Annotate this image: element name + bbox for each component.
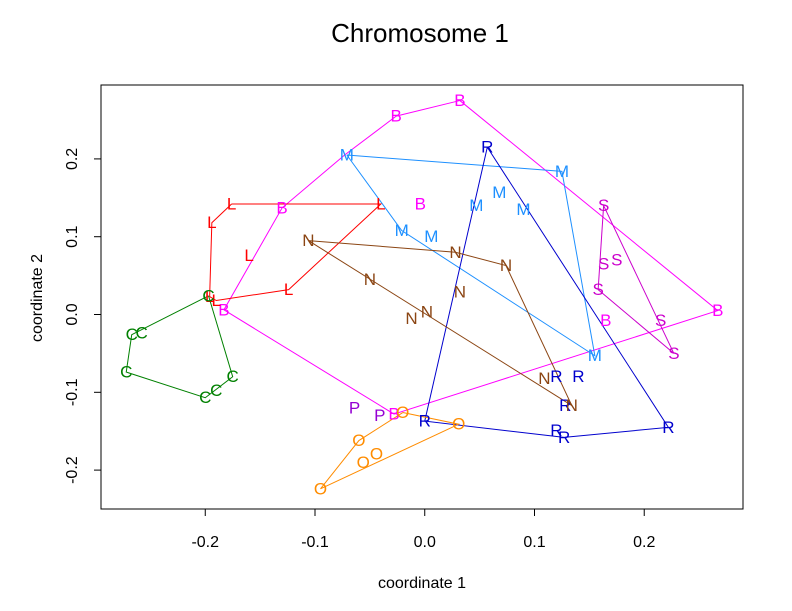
hull-line-r <box>424 146 670 438</box>
point-n: N <box>566 396 578 415</box>
point-n: N <box>449 243 461 262</box>
hull-line-o <box>320 412 461 490</box>
point-n: N <box>421 303 433 322</box>
hull-line-n <box>308 240 573 407</box>
chart-title: Chromosome 1 <box>331 18 509 48</box>
point-r: R <box>558 428 570 447</box>
point-c: C <box>227 367 239 386</box>
point-c: C <box>199 388 211 407</box>
point-l: L <box>284 280 293 299</box>
x-axis: -0.2 -0.1 0.0 0.1 0.2 <box>191 508 655 551</box>
y-tick-label: 0.0 <box>64 303 81 325</box>
point-m: M <box>555 162 569 181</box>
point-p: P <box>374 406 385 425</box>
point-s: S <box>655 311 666 330</box>
x-tick-label: 0.2 <box>633 534 655 551</box>
x-tick-label: -0.1 <box>301 534 329 551</box>
point-b: B <box>218 300 229 319</box>
point-r: R <box>550 421 562 440</box>
x-tick-label: 0.1 <box>523 534 545 551</box>
point-m: M <box>424 227 438 246</box>
x-tick-label: -0.2 <box>191 534 219 551</box>
hull-lines <box>125 100 719 490</box>
point-b: B <box>415 195 426 214</box>
point-r: R <box>481 138 493 157</box>
hull-line-b <box>223 100 719 415</box>
point-n: N <box>454 282 466 301</box>
point-m: M <box>588 346 602 365</box>
point-l: L <box>376 195 385 214</box>
point-c: C <box>210 381 222 400</box>
point-b: B <box>388 405 399 424</box>
hull-line-m <box>346 154 596 357</box>
point-c: C <box>202 286 214 305</box>
y-tick-label: 0.2 <box>64 148 81 170</box>
point-m: M <box>492 183 506 202</box>
point-r: R <box>559 396 571 415</box>
point-s: S <box>592 280 603 299</box>
point-r: R <box>550 367 562 386</box>
point-p: P <box>349 398 360 417</box>
point-b: B <box>454 91 465 110</box>
point-s: S <box>598 254 609 273</box>
point-b: B <box>276 198 287 217</box>
point-o: O <box>314 479 327 498</box>
point-s: S <box>611 251 622 270</box>
point-o: O <box>396 403 409 422</box>
point-m: M <box>469 196 483 215</box>
point-l: L <box>244 246 253 265</box>
point-n: N <box>302 231 314 250</box>
y-axis: -0.2 -0.1 0.0 0.1 0.2 <box>64 148 102 484</box>
point-m: M <box>516 200 530 219</box>
point-b: B <box>391 107 402 126</box>
point-m: M <box>340 146 354 165</box>
hull-line-s <box>597 205 675 354</box>
y-tick-label: -0.1 <box>64 378 81 406</box>
point-m: M <box>395 221 409 240</box>
point-r: R <box>662 418 674 437</box>
point-s: S <box>668 344 679 363</box>
x-tick-label: 0.0 <box>414 534 436 551</box>
y-tick-label: 0.1 <box>64 225 81 247</box>
point-n: N <box>364 270 376 289</box>
point-b: B <box>600 311 611 330</box>
point-l: L <box>211 291 220 310</box>
point-c: C <box>135 324 147 343</box>
point-l: L <box>205 287 214 306</box>
point-n: N <box>500 256 512 275</box>
point-o: O <box>352 431 365 450</box>
point-c: C <box>120 363 132 382</box>
point-o: O <box>452 415 465 434</box>
point-o: O <box>370 444 383 463</box>
point-r: R <box>419 412 431 431</box>
point-r: R <box>572 367 584 386</box>
x-axis-label: coordinate 1 <box>378 575 466 592</box>
hull-line-c <box>125 295 234 399</box>
point-c: C <box>126 325 138 344</box>
point-l: L <box>227 195 236 214</box>
y-tick-label: -0.2 <box>64 456 81 484</box>
point-l: L <box>207 213 216 232</box>
point-s: S <box>598 196 609 215</box>
point-o: O <box>357 453 370 472</box>
y-axis-label: coordinate 2 <box>29 254 46 342</box>
point-n: N <box>538 369 550 388</box>
point-b: B <box>712 301 723 320</box>
hull-line-l <box>209 203 383 302</box>
point-n: N <box>405 309 417 328</box>
